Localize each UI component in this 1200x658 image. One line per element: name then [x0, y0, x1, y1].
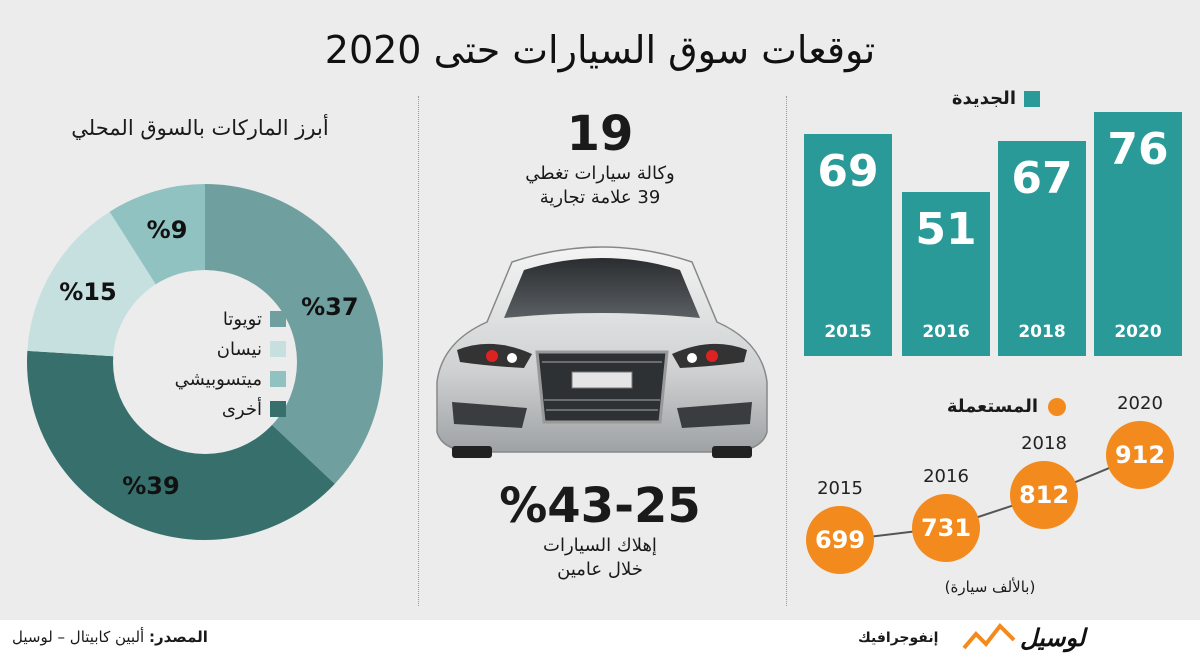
source-text: ألبين كابيتال – لوسيل: [12, 628, 145, 646]
pie-legend-swatch: [270, 371, 286, 387]
bar-2020: 76 2020: [1094, 112, 1182, 356]
bar-2016: 51 2016: [902, 192, 990, 356]
bar-category-label: 2020: [1114, 322, 1162, 342]
pie-legend-item: تويوتا: [150, 304, 286, 334]
pie-legend: تويوتا نيسان ميتسوبيشي أخرى: [150, 304, 286, 424]
donut-hole: [113, 270, 297, 454]
used-cars-line: [839, 454, 1141, 542]
brand-subtitle: إنفوجرافيك: [858, 630, 939, 646]
used-cars-line-svg: [839, 454, 1141, 542]
pie-legend-item: أخرى: [150, 394, 286, 424]
bar-value-label: 69: [817, 146, 879, 198]
used-point-2016: 731: [912, 493, 980, 562]
new-cars-legend-swatch: [1024, 90, 1040, 107]
depreciation-block: %43-25 إهلاك السيارات خلال عامين: [440, 478, 760, 582]
agencies-line1: وكالة سيارات تغطي: [525, 163, 675, 184]
bar-value-label: 76: [1107, 124, 1169, 175]
units-note: (بالألف سيارة): [944, 578, 1036, 596]
pie-legend-label: أخرى: [221, 398, 262, 420]
pie-legend-swatch: [270, 311, 286, 327]
bar-category-label: 2016: [922, 321, 970, 342]
used-year-label: 2016: [923, 465, 969, 487]
pie-value-label: %39: [122, 471, 180, 500]
bar-category-label: 2018: [1018, 321, 1066, 342]
pie-value-label: %9: [146, 216, 188, 245]
used-point-2015: 699: [806, 506, 874, 575]
pie-value-label: %15: [59, 277, 117, 306]
agencies-block: 19 وكالة سيارات تغطي 39 علامة تجارية: [440, 106, 760, 210]
car-illustration: [436, 246, 768, 458]
used-year-label: 2015: [817, 478, 863, 500]
used-year-label: 2020: [1117, 393, 1163, 415]
pie-title: أبرز الماركات بالسوق المحلي: [71, 116, 329, 140]
pie-legend-item: نيسان: [150, 334, 286, 364]
new-cars-legend-label: الجديدة: [951, 88, 1016, 109]
pie-legend-label: نيسان: [216, 338, 262, 360]
page-title: توقعات سوق السيارات حتى 2020: [324, 28, 876, 72]
pie-legend-swatch: [270, 341, 286, 357]
used-point-2018: 812: [1010, 461, 1078, 530]
source-label: المصدر:: [148, 628, 208, 646]
depreciation-line1: إهلاك السيارات: [543, 535, 657, 556]
pie-legend-label: ميتسوبيشي: [174, 368, 262, 390]
source: المصدر: ألبين كابيتال – لوسيل: [12, 628, 208, 646]
used-point-2020: 912: [1106, 421, 1174, 490]
bar-category-label: 2015: [824, 321, 872, 342]
brand-logo-mark: [962, 622, 1016, 650]
agencies-line2: 39 علامة تجارية: [539, 187, 661, 208]
used-cars-legend-dot: [1048, 397, 1066, 416]
bar-value-label: 67: [1011, 152, 1073, 204]
new-cars-legend: الجديدة: [930, 88, 1040, 109]
pie-value-label: %37: [301, 292, 359, 321]
bar-2015: 69 2015: [804, 134, 892, 356]
agencies-count: 19: [566, 106, 634, 162]
bar-value-label: 51: [915, 204, 977, 256]
depreciation-value: %43-25: [499, 478, 701, 534]
pie-legend-swatch: [270, 401, 286, 417]
bar-2018: 67 2018: [998, 140, 1086, 356]
divider-left: [418, 96, 419, 606]
depreciation-line2: خلال عامين: [557, 559, 643, 580]
used-cars-legend-label: المستعملة: [946, 396, 1038, 417]
pie-legend-item: ميتسوبيشي: [150, 364, 286, 394]
pie-slice-تويوتا: [205, 184, 383, 484]
used-cars-legend: المستعملة: [916, 396, 1066, 417]
brand-logo: لوسيل: [1020, 624, 1086, 652]
brands-donut-chart: [26, 184, 383, 540]
pie-legend-label: تويوتا: [222, 308, 262, 330]
used-year-label: 2018: [1021, 433, 1067, 455]
divider-right: [786, 96, 787, 606]
